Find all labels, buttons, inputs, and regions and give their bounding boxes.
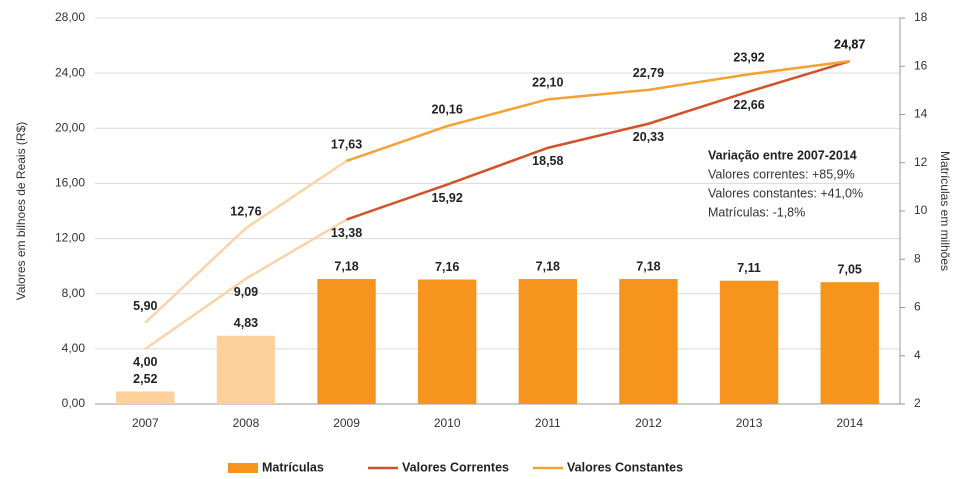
data-label: 4,00: [133, 355, 157, 369]
data-label: 13,38: [331, 226, 362, 240]
y2-tick-label: 8: [914, 251, 921, 265]
y-tick-label: 28,00: [55, 10, 85, 24]
x-tick-label: 2007: [132, 416, 159, 430]
data-label: 24,87: [834, 37, 865, 51]
y-tick-label: 24,00: [55, 65, 85, 79]
y-tick-label: 0,00: [62, 396, 86, 410]
data-label: 7,05: [838, 262, 862, 276]
y2-axis-label: Matrículas em milhões: [938, 151, 952, 271]
data-label: 22,79: [633, 66, 664, 80]
y2-tick-label: 16: [914, 58, 928, 72]
x-tick-label: 2012: [635, 416, 662, 430]
y-axis-label: Valores em bilhoes de Reais (R$): [14, 122, 28, 301]
y-tick-label: 4,00: [62, 341, 86, 355]
legend-swatch: [228, 463, 258, 473]
data-label: 7,18: [334, 259, 358, 273]
bar: [216, 335, 276, 404]
line: [346, 59, 851, 221]
data-label: 17,63: [331, 137, 362, 151]
y2-tick-label: 4: [914, 348, 921, 362]
data-label: 7,16: [435, 260, 459, 274]
y2-tick-label: 10: [914, 203, 928, 217]
annotation-title: Variação entre 2007-2014: [708, 148, 857, 162]
y-tick-label: 16,00: [55, 176, 85, 190]
legend-label: Matrículas: [262, 460, 324, 474]
bar: [116, 391, 175, 404]
bar: [518, 279, 577, 404]
line: [346, 59, 850, 163]
legend-label: Valores Correntes: [402, 460, 509, 474]
line: [144, 218, 348, 350]
data-label: 7,11: [737, 261, 761, 275]
bar: [719, 280, 779, 404]
data-label: 20,33: [633, 130, 664, 144]
data-label: 24,87: [834, 37, 865, 51]
y2-tick-label: 18: [914, 10, 928, 24]
bar: [619, 279, 678, 404]
bar: [418, 279, 477, 404]
data-label: 7,18: [636, 259, 660, 273]
data-label: 7,18: [536, 259, 560, 273]
data-label: 12,76: [230, 204, 261, 218]
y2-tick-label: 6: [914, 300, 921, 314]
data-label: 22,10: [532, 76, 563, 90]
x-tick-label: 2010: [434, 416, 461, 430]
annotation-line: Valores correntes: +85,9%: [708, 167, 855, 181]
x-tick-label: 2014: [836, 416, 863, 430]
data-label: 22,66: [733, 98, 764, 112]
data-label: 15,92: [432, 191, 463, 205]
data-label: 18,58: [532, 154, 563, 168]
x-tick-label: 2013: [736, 416, 763, 430]
data-label: 4,83: [234, 316, 258, 330]
annotation-line: Matrículas: -1,8%: [708, 205, 805, 219]
x-tick-label: 2009: [333, 416, 360, 430]
legend-label: Valores Constantes: [567, 460, 683, 474]
y2-tick-label: 2: [914, 396, 921, 410]
line: [144, 159, 348, 324]
y-tick-label: 12,00: [55, 231, 85, 245]
y-tick-label: 20,00: [55, 120, 85, 134]
y-tick-label: 8,00: [62, 286, 86, 300]
annotation-line: Valores constantes: +41,0%: [708, 186, 863, 200]
x-tick-label: 2008: [233, 416, 260, 430]
x-tick-label: 2011: [535, 416, 561, 430]
bar: [820, 282, 879, 404]
y2-tick-label: 12: [914, 155, 928, 169]
data-label: 20,16: [432, 102, 463, 116]
data-label: 2,52: [133, 372, 157, 386]
data-label: 5,90: [133, 299, 157, 313]
y2-tick-label: 14: [914, 107, 928, 121]
bar: [317, 279, 376, 404]
data-label: 23,92: [733, 51, 764, 65]
data-label: 9,09: [234, 285, 258, 299]
